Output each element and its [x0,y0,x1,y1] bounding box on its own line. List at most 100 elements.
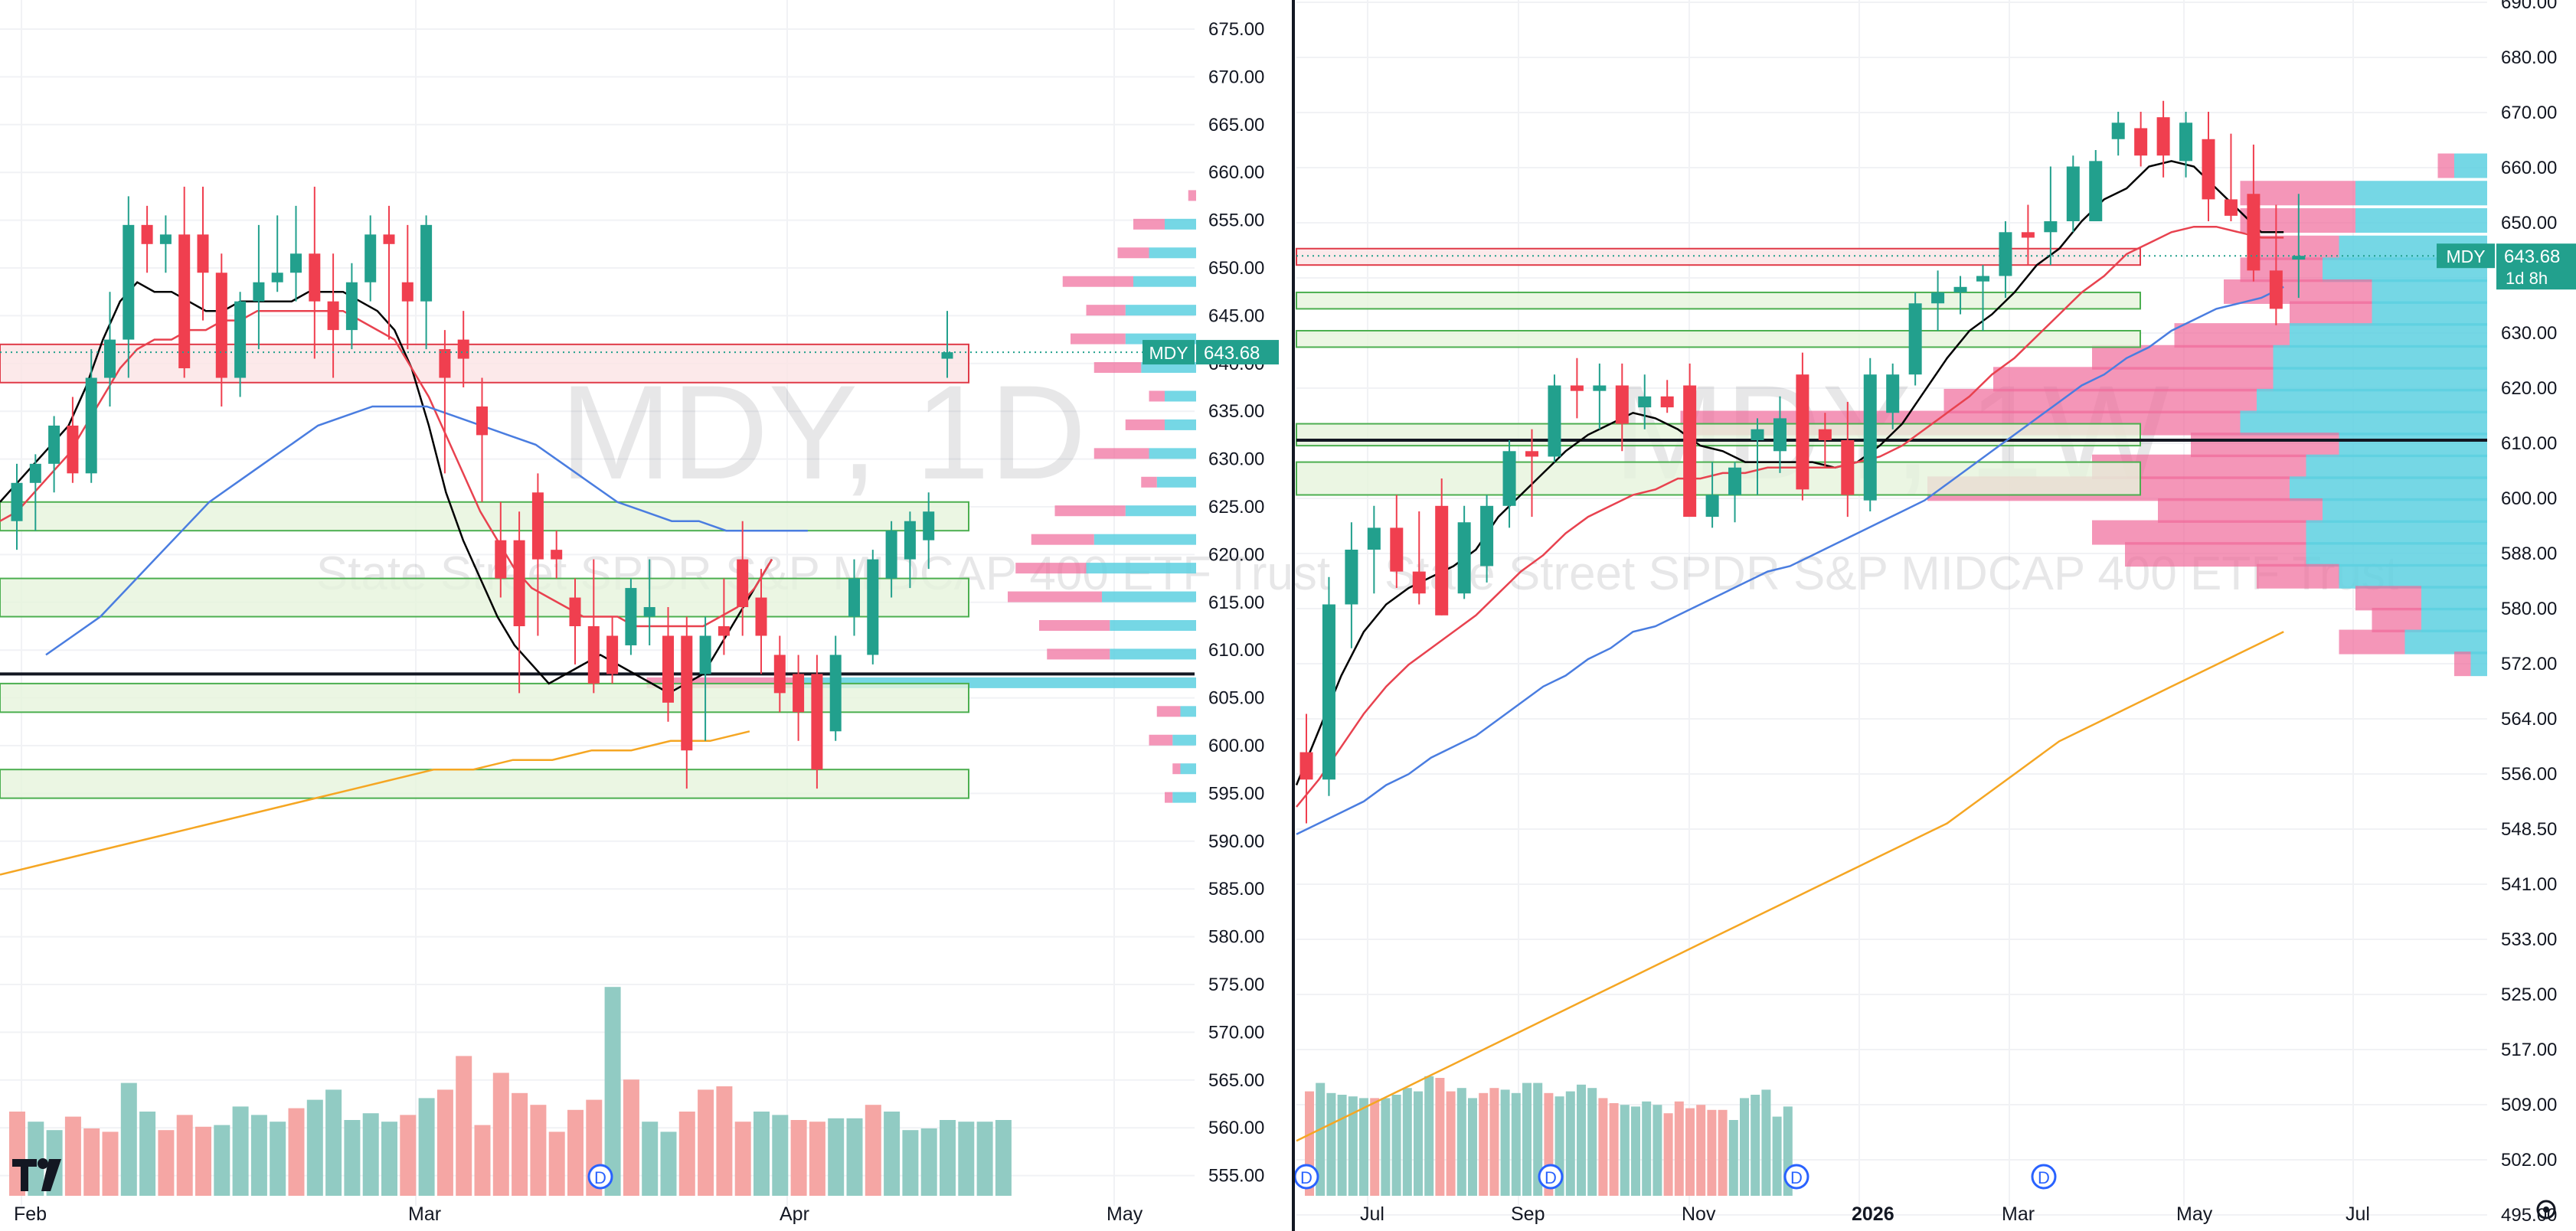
left-candle-body[interactable] [662,635,674,703]
left-candle-body[interactable] [476,406,488,436]
right-candle-body[interactable] [1390,527,1404,572]
right-candle-body[interactable] [1660,396,1674,408]
right-candle-body[interactable] [1886,374,1900,413]
left-candle-body[interactable] [215,273,227,378]
left-candle-body[interactable] [737,559,749,608]
left-candle-body[interactable] [811,674,823,770]
left-candle-body[interactable] [848,578,860,617]
right-candle-body[interactable] [1751,429,1764,440]
right-candle-body[interactable] [1796,374,1809,490]
left-candle-body[interactable] [123,224,135,340]
left-dividend-marker[interactable] [587,1164,613,1190]
left-candle-body[interactable] [141,224,153,244]
left-candle-body[interactable] [67,425,79,474]
left-candle-body[interactable] [829,655,842,732]
right-candle-body[interactable] [1818,429,1832,440]
tradingview-logo[interactable] [12,1158,61,1191]
left-candle-body[interactable] [793,674,805,713]
right-candle-body[interactable] [1299,752,1313,780]
left-candle-body[interactable] [755,597,767,636]
right-candle-body[interactable] [1502,451,1516,506]
left-candle-body[interactable] [587,626,600,684]
right-candle-body[interactable] [1480,505,1494,567]
right-resistance-zone[interactable] [1296,247,2141,266]
left-candle-body[interactable] [904,521,916,560]
right-candle-body[interactable] [2179,122,2193,162]
right-support-zone[interactable] [1296,461,2141,496]
left-candle-body[interactable] [327,301,339,331]
left-candle-body[interactable] [383,234,395,244]
left-candle-body[interactable] [271,273,283,282]
left-candle-body[interactable] [457,339,469,359]
left-candle-body[interactable] [309,253,321,302]
daily-chart-pane[interactable]: 675.00 670.00 665.00 660.00 655.00 650.00 645.… [0,0,1330,1225]
left-candle-body[interactable] [11,482,23,521]
right-candle-body[interactable] [1412,571,1426,594]
left-candle-body[interactable] [699,635,711,674]
left-candle-body[interactable] [48,425,60,464]
left-support-zone[interactable] [0,501,969,532]
right-candle-body[interactable] [1435,505,1449,616]
right-support-zone[interactable] [1296,291,2141,310]
right-dividend-marker[interactable] [2031,1164,2057,1190]
left-support-zone[interactable] [0,769,969,799]
left-candle-body[interactable] [364,234,377,282]
left-candle-body[interactable] [159,234,172,244]
left-candle-body[interactable] [569,597,581,626]
right-moving-average-line[interactable] [1296,286,2284,835]
left-candle-body[interactable] [253,282,265,302]
right-candle-body[interactable] [1457,522,1471,594]
right-candle-body[interactable] [2089,161,2103,221]
right-candle-body[interactable] [1638,396,1652,408]
right-candle-body[interactable] [1908,303,1922,375]
left-candle-body[interactable] [290,253,302,273]
right-candle-body[interactable] [1683,385,1697,518]
left-candle-body[interactable] [773,655,786,694]
right-candle-body[interactable] [2269,270,2283,309]
right-support-zone[interactable] [1296,330,2141,348]
right-dividend-marker[interactable] [1783,1164,1809,1190]
left-candle-body[interactable] [885,531,897,579]
left-moving-average-line[interactable] [0,730,750,876]
right-candle-body[interactable] [1615,385,1629,424]
right-candle-body[interactable] [1570,385,1584,391]
right-candle-body[interactable] [2156,117,2170,156]
left-candle-body[interactable] [197,234,209,273]
left-support-zone[interactable] [0,682,969,713]
right-candle-body[interactable] [2134,128,2148,156]
right-candle-body[interactable] [2202,139,2215,200]
right-candle-body[interactable] [1345,550,1358,605]
right-candle-body[interactable] [2247,194,2261,271]
left-candle-body[interactable] [625,588,637,645]
right-candle-body[interactable] [1728,467,1742,495]
right-dividend-marker[interactable] [1538,1164,1564,1190]
left-moving-average-line[interactable] [45,405,808,656]
right-candle-body[interactable] [1525,451,1538,457]
right-candle-body[interactable] [1931,292,1945,304]
left-candle-body[interactable] [923,511,935,540]
left-candle-body[interactable] [85,377,97,474]
left-candle-body[interactable] [29,463,41,483]
right-candle-body[interactable] [2292,256,2306,260]
left-candle-body[interactable] [234,301,247,378]
right-moving-average-line[interactable] [1296,631,2284,1142]
left-candle-body[interactable] [345,282,358,331]
right-candle-body[interactable] [2021,232,2035,238]
left-support-zone[interactable] [0,577,969,618]
right-support-zone[interactable] [1296,423,2141,447]
left-candle-body[interactable] [495,540,507,579]
left-candle-body[interactable] [718,626,730,636]
settings-gear-icon[interactable] [2536,1200,2556,1220]
left-resistance-zone[interactable] [0,343,969,384]
left-candle-body[interactable] [551,550,563,560]
right-candle-body[interactable] [2044,221,2058,233]
right-candle-body[interactable] [2224,199,2238,216]
left-candle-body[interactable] [606,635,619,674]
right-candle-body[interactable] [1999,232,2012,276]
left-candle-body[interactable] [867,559,879,655]
left-candle-body[interactable] [178,234,191,369]
left-candle-body[interactable] [513,540,525,626]
right-candle-body[interactable] [1841,440,1855,495]
right-candle-body[interactable] [1367,527,1381,550]
right-candle-body[interactable] [1976,276,1989,282]
